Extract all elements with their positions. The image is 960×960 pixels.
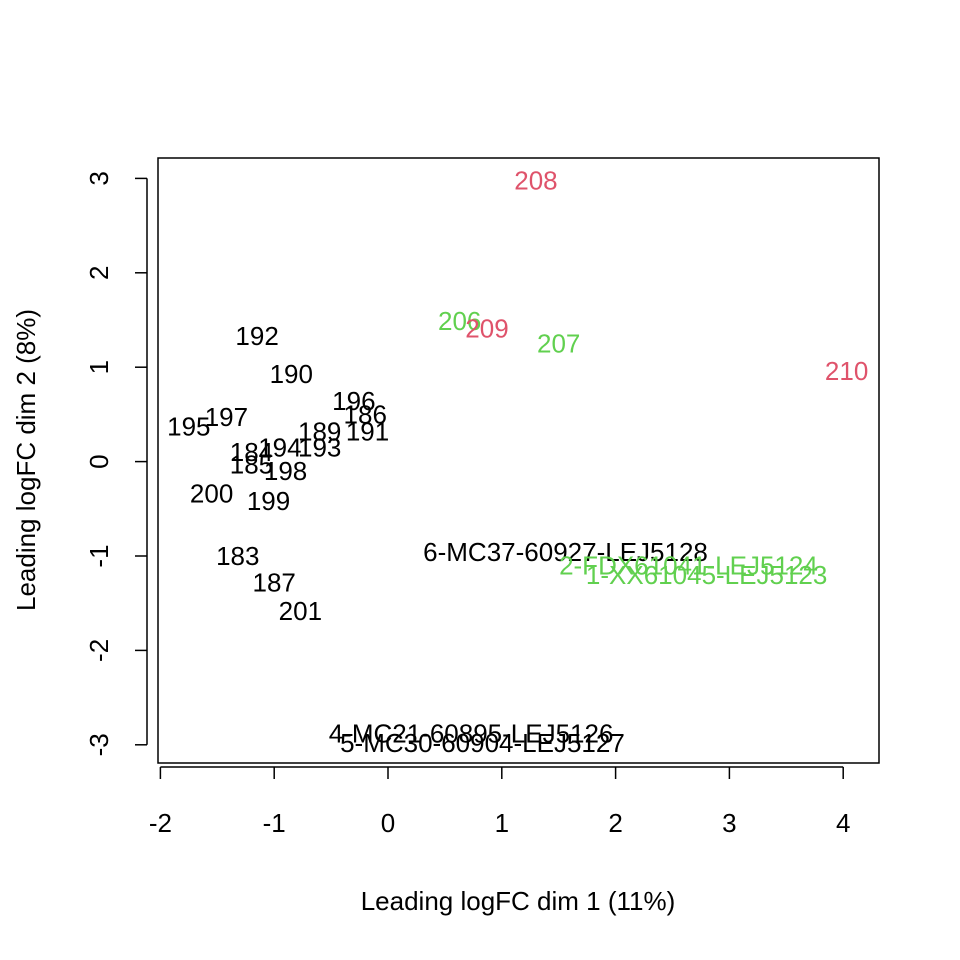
- y-axis: -3 -2 -1 0 1 2 3: [84, 171, 148, 756]
- sample-label: 190: [270, 359, 313, 389]
- sample-label: 206: [438, 306, 481, 336]
- sample-label: 4-MC21-60895-LEJ5126: [329, 718, 614, 748]
- sample-label: 189: [298, 416, 341, 446]
- x-axis: -2 -1 0 1 2 3 4: [149, 766, 850, 838]
- sample-label: 186: [344, 399, 387, 429]
- sample-label: 208: [514, 165, 557, 195]
- y-tick-label: 0: [84, 454, 114, 468]
- sample-label: 2-FDX61041-LEJ5124: [559, 550, 818, 580]
- sample-label: 209: [465, 313, 508, 343]
- y-tick-label: -3: [84, 733, 114, 756]
- x-tick-label: 3: [722, 808, 736, 838]
- sample-label: 194: [258, 432, 301, 462]
- y-tick-label: 2: [84, 266, 114, 280]
- sample-label: 198: [264, 456, 307, 486]
- sample-label: 193: [298, 432, 341, 462]
- x-tick-label: -1: [263, 808, 286, 838]
- sample-label: 196: [332, 386, 375, 416]
- y-tick-label: -1: [84, 544, 114, 567]
- sample-label: 201: [279, 596, 322, 626]
- sample-label: 210: [825, 356, 868, 386]
- sample-label: 187: [253, 567, 296, 597]
- sample-label: 5-MC30-60904-LEJ5127: [340, 728, 625, 758]
- sample-label: 184: [230, 437, 273, 467]
- x-tick-label: 2: [608, 808, 622, 838]
- x-tick-label: 0: [381, 808, 395, 838]
- x-tick-label: 4: [836, 808, 850, 838]
- sample-label: 199: [247, 486, 290, 516]
- sample-label: 192: [235, 321, 278, 351]
- y-tick-label: 1: [84, 360, 114, 374]
- sample-label: 1-XX61045-LEJ5123: [586, 560, 827, 590]
- sample-label: 6-MC37-60927-LEJ5128: [423, 537, 708, 567]
- sample-label: 195: [167, 412, 210, 442]
- sample-label: 200: [190, 479, 233, 509]
- x-tick-label: -2: [149, 808, 172, 838]
- x-axis-title: Leading logFC dim 1 (11%): [361, 886, 676, 916]
- y-axis-title: Leading logFC dim 2 (8%): [11, 309, 41, 611]
- y-tick-label: 3: [84, 171, 114, 185]
- sample-label: 183: [216, 541, 259, 571]
- sample-label: 197: [205, 402, 248, 432]
- sample-label: 185: [230, 449, 273, 479]
- sample-label: 207: [537, 329, 580, 359]
- x-tick-label: 1: [495, 808, 509, 838]
- plot-frame: [157, 157, 880, 764]
- sample-label: 191: [346, 416, 389, 446]
- y-tick-label: -2: [84, 639, 114, 662]
